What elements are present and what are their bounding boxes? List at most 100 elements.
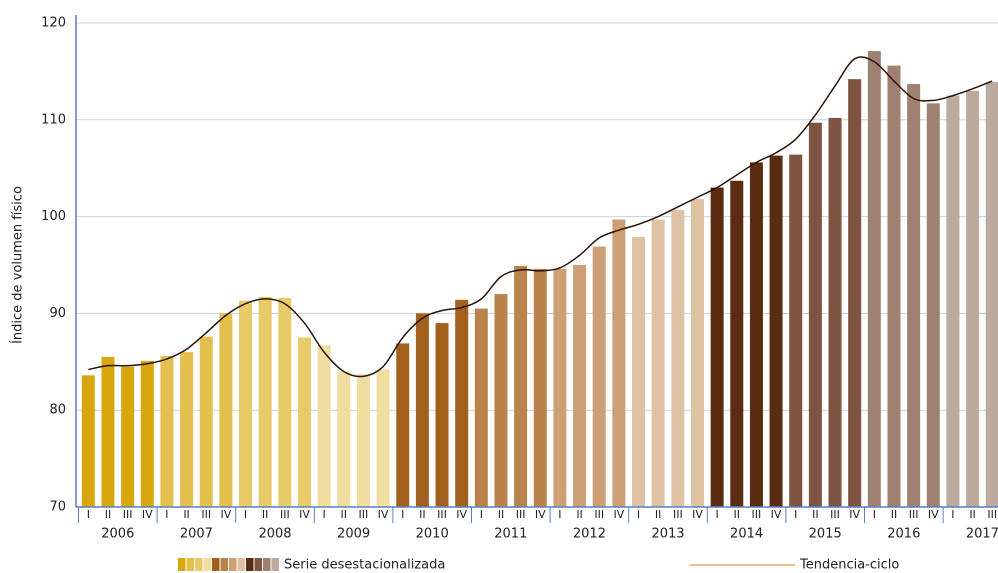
bar [101, 356, 115, 507]
x-tick-label: I [323, 508, 326, 521]
x-tick-label: IV [849, 508, 860, 521]
x-tick-label: II [498, 508, 505, 521]
bar [140, 360, 154, 507]
bar [376, 369, 390, 507]
legend-swatch [254, 558, 262, 571]
bar [337, 371, 351, 507]
x-tick-label: I [951, 508, 954, 521]
year-label: 2011 [494, 527, 527, 542]
bar [612, 219, 626, 507]
y-tick-label: 120 [41, 16, 66, 31]
year-label: 2007 [180, 527, 213, 542]
bar [592, 246, 606, 507]
bar [455, 299, 469, 507]
bar [926, 103, 940, 508]
bar [985, 82, 998, 507]
legend-swatch [220, 558, 228, 571]
bar [180, 352, 194, 507]
bar [828, 117, 842, 507]
bar [297, 337, 311, 507]
year-label: 2006 [101, 527, 134, 542]
bar [730, 180, 744, 507]
bar [808, 122, 822, 507]
x-tick-label: III [201, 508, 211, 521]
legend-swatch [186, 558, 194, 571]
bar [317, 345, 331, 507]
bar [415, 313, 429, 507]
legend-swatch [203, 558, 211, 571]
y-tick-label: 100 [41, 209, 66, 224]
year-label: 2012 [573, 527, 606, 542]
bar [671, 209, 685, 507]
x-tick-label: II [183, 508, 190, 521]
bar [907, 83, 921, 507]
x-tick-label: IV [299, 508, 310, 521]
bar [789, 154, 803, 507]
bar [356, 374, 370, 507]
x-tick-label: IV [692, 508, 703, 521]
bar [749, 162, 763, 507]
x-tick-label: III [594, 508, 604, 521]
legend-swatch [271, 558, 279, 571]
x-tick-label: II [969, 508, 976, 521]
bar [258, 296, 272, 507]
bar [533, 268, 547, 507]
legend-swatch [178, 558, 186, 571]
bar [867, 51, 881, 508]
bar [887, 65, 901, 507]
bar [160, 355, 174, 507]
bar [435, 323, 449, 507]
year-label: 2009 [337, 527, 370, 542]
x-tick-label: II [262, 508, 269, 521]
bar [514, 265, 528, 507]
x-tick-label: I [87, 508, 90, 521]
x-tick-label: III [909, 508, 919, 521]
x-tick-label: III [359, 508, 369, 521]
x-tick-label: I [165, 508, 168, 521]
x-tick-label: III [987, 508, 997, 521]
x-tick-label: III [830, 508, 840, 521]
x-tick-label: III [752, 508, 762, 521]
year-label: 2014 [730, 527, 763, 542]
x-tick-label: II [891, 508, 898, 521]
x-tick-label: III [516, 508, 526, 521]
legend-swatch [195, 558, 203, 571]
bar [553, 268, 567, 507]
y-tick-label: 90 [49, 306, 66, 321]
y-tick-label: 110 [41, 112, 66, 127]
x-tick-label: IV [220, 508, 231, 521]
x-tick-label: IV [928, 508, 939, 521]
bar [278, 297, 292, 507]
year-label: 2010 [416, 527, 449, 542]
x-tick-label: II [576, 508, 583, 521]
legend-label: Tendencia-ciclo [799, 558, 899, 573]
x-tick-label: IV [771, 508, 782, 521]
x-tick-label: II [419, 508, 426, 521]
year-label: 2013 [651, 527, 684, 542]
x-tick-label: II [105, 508, 112, 521]
x-tick-label: I [401, 508, 404, 521]
bar [219, 313, 233, 507]
legend-swatch [263, 558, 271, 571]
bar [946, 95, 960, 507]
legend-swatch [212, 558, 220, 571]
bar [81, 375, 95, 507]
y-tick-label: 80 [49, 403, 66, 418]
x-tick-label: I [716, 508, 719, 521]
x-tick-label: III [437, 508, 447, 521]
year-label: 2015 [809, 527, 842, 542]
legend-label: Serie desestacionalizada [284, 558, 445, 573]
bar [474, 308, 488, 507]
bar [710, 187, 724, 507]
x-tick-label: I [244, 508, 247, 521]
x-tick-label: IV [613, 508, 624, 521]
x-tick-label: I [794, 508, 797, 521]
bar [494, 294, 508, 507]
year-label: 2016 [887, 527, 920, 542]
x-tick-label: III [123, 508, 133, 521]
trend-line [88, 56, 993, 378]
bar [632, 236, 646, 508]
x-tick-label: IV [456, 508, 467, 521]
x-tick-label: I [873, 508, 876, 521]
